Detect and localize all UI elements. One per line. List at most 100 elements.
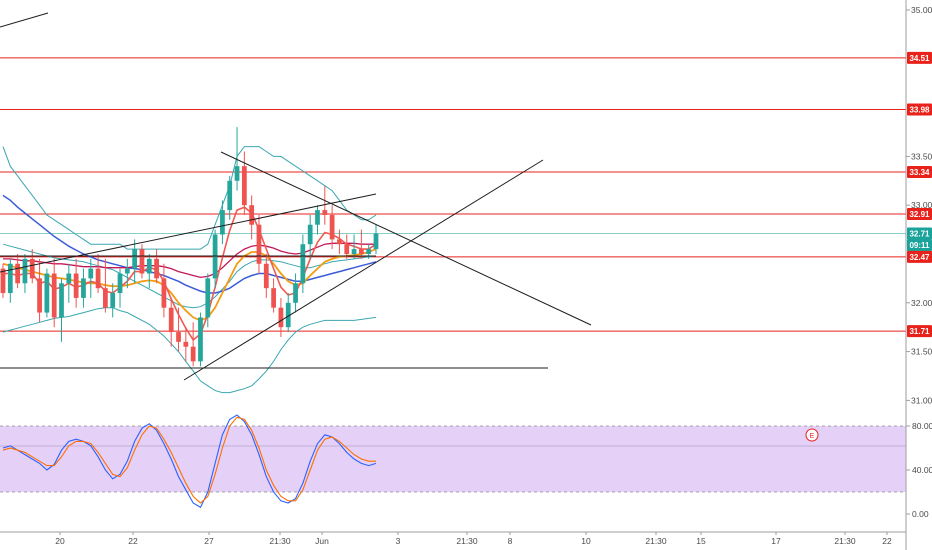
price-tick-label: 33.00 [911,200,932,210]
price-tag-bg [907,166,932,179]
price-tag: 32.91 [907,207,932,220]
time-tick-label: 15 [696,536,706,546]
price-tag-bg [907,239,932,252]
candle-body [88,268,94,279]
time-tick-label: 20 [55,536,65,546]
candle-body [278,307,284,328]
bollinger-upper [2,146,377,250]
candle [51,258,57,328]
candle-body [154,258,159,279]
trendline-rising-resistance[interactable] [0,193,377,273]
candle-body [15,263,21,284]
time-tick-label: 21:30 [269,536,291,546]
candle-body [256,224,262,264]
ema-orange-line [2,248,377,322]
price-tag-label: 32.91 [909,210,930,219]
candle-body [307,224,313,245]
trendline-top-left[interactable] [0,12,49,28]
price-tag-label: 32.47 [909,253,930,262]
time-tick-label: 21:30 [645,536,667,546]
candle [44,268,50,318]
price-tick-label: 33.50 [911,151,932,161]
candle [358,229,364,259]
candle [198,312,203,367]
candle-body [315,210,320,225]
bollinger-bands [2,146,377,394]
price-axis: 35.00 33.50 33.00 32.00 31.50 31.00 80.00 40.00… [905,0,932,550]
candle [132,239,138,284]
candle [73,258,79,308]
candle-body [161,278,167,308]
trend-lines [0,12,592,381]
price-tag: 32.47 [907,250,932,263]
candle [263,254,269,298]
candle [373,224,379,254]
candle [59,278,64,342]
time-tick-label: 21:30 [456,536,478,546]
candle-body [285,302,291,328]
candle-body [205,278,211,318]
price-tag: 33.34 [907,166,932,179]
price-tag: 34.51 [907,51,932,64]
candle [117,268,123,308]
trendline-rising-support[interactable] [183,159,544,381]
oscillator-k-line [2,414,377,509]
price-tag: 32.71 [907,227,932,240]
candle [22,254,28,294]
trendline-falling[interactable] [220,151,592,326]
time-tick-label: 21:30 [834,536,856,546]
candle [81,268,86,308]
candle [88,258,94,298]
candle-body [344,244,350,254]
candle-body [73,273,79,298]
price-tag-label: 33.98 [909,106,930,115]
candle-body [234,166,240,181]
candle-body [358,249,364,254]
candle [205,273,211,328]
candle [300,234,306,294]
candle-body [351,249,357,254]
time-axis: 20 22 27 21:30 Jun 3 21:30 8 10 21:30 15 17 21:30 22 [0,531,906,546]
candle [183,327,189,362]
candle-body [0,268,6,294]
price-tag-label: 34.51 [909,54,930,63]
price-tick-label: 35.00 [911,5,932,15]
price-tag: 31.71 [907,325,932,338]
candle-body [366,249,372,254]
candle-body [227,180,233,211]
candle [285,293,291,333]
price-tick-label: 32.00 [911,298,932,308]
price-tag: 09:11 [907,239,932,252]
candle [315,205,320,235]
price-tag-bg [907,250,932,263]
candle [161,263,167,318]
candle-body [51,273,57,318]
price-tick-label: 31.50 [911,347,932,357]
candle-body [329,214,335,240]
candle [154,249,159,284]
candle-body [81,278,86,298]
candle-body [198,317,203,362]
oscillator-tick-label: 0.00 [912,509,929,519]
price-tags: 34.51 33.98 33.34 32.91 32.71 09:11 32.47 31.71 [907,51,932,338]
candle [103,258,108,313]
candle [271,278,276,313]
time-tick-label: 3 [396,536,401,546]
moving-averages [2,194,377,342]
candle-body [183,341,189,347]
candle [66,263,72,303]
candle-body [263,263,269,289]
candle [344,234,350,259]
price-tag-label: 32.71 [909,230,930,239]
svg-text:E: E [810,433,815,440]
price-tag-bg [907,103,932,116]
oscillator-tick-label: 80.00 [912,421,932,431]
earnings-icon[interactable]: E [805,428,819,442]
candle-body [22,258,28,284]
candle-body [146,258,152,274]
candle [95,254,101,294]
candle-body [300,244,306,284]
time-tick-label: 17 [771,536,781,546]
candle [337,229,342,254]
